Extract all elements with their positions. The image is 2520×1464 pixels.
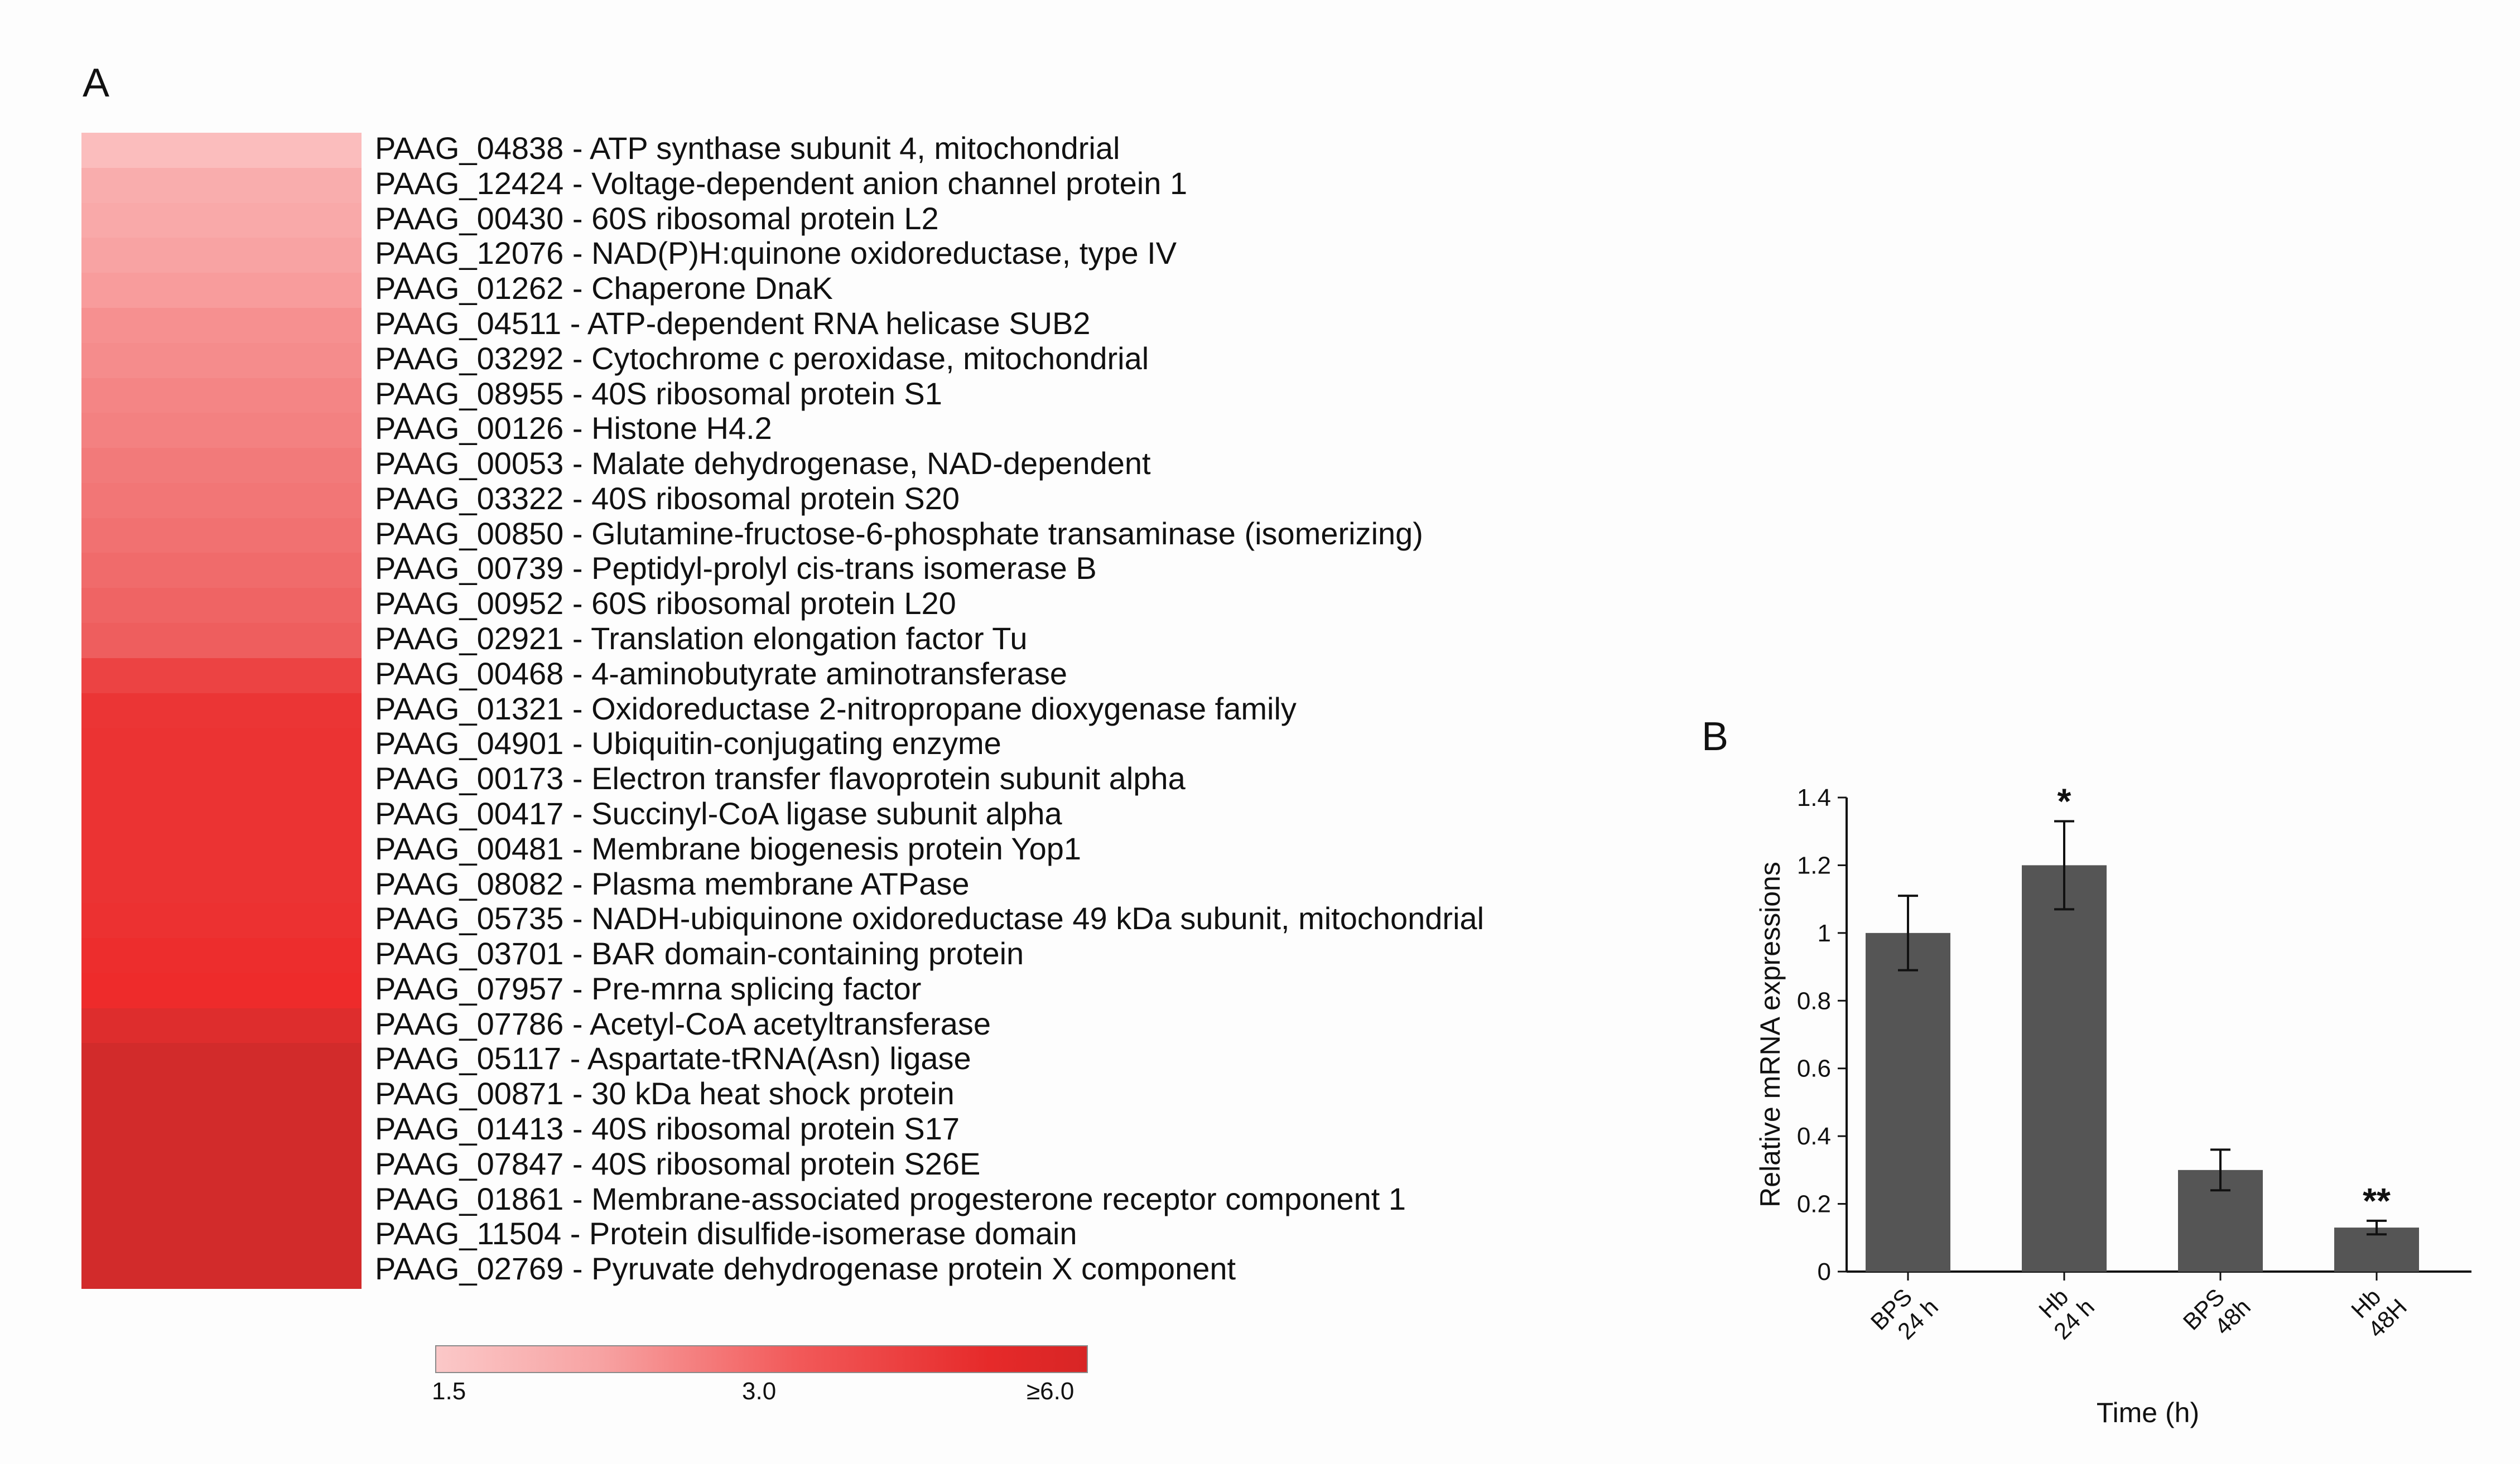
gene-label: PAAG_04901 - Ubiquitin-conjugating enzym… (375, 726, 1001, 761)
heatmap-cell (81, 133, 362, 168)
heatmap-cell (81, 342, 362, 379)
heatmap-cell (81, 903, 362, 939)
gene-label: PAAG_03701 - BAR domain-containing prote… (375, 936, 1024, 972)
y-axis-label: Relative mRNA expressions (1757, 862, 1786, 1207)
heatmap-cell (81, 1078, 362, 1114)
colorbar-tick-min: 1.5 (432, 1378, 466, 1405)
heatmap-cell (81, 553, 362, 588)
gene-label: PAAG_07847 - 40S ribosomal protein S26E (375, 1146, 981, 1181)
gene-label: PAAG_07957 - Pre-mrna splicing factor (375, 970, 922, 1006)
heatmap-cell (81, 1113, 362, 1149)
gene-label: PAAG_01413 - 40S ribosomal protein S17 (375, 1111, 960, 1147)
gene-label: PAAG_00430 - 60S ribosomal protein L2 (375, 200, 939, 236)
gene-label: PAAG_00871 - 30 kDa heat shock protein (375, 1076, 955, 1112)
gene-label: PAAG_00739 - Peptidyl-prolyl cis-trans i… (375, 550, 1097, 586)
heatmap-cell (81, 973, 362, 1009)
heatmap-cell (81, 1253, 362, 1289)
gene-label: PAAG_02921 - Translation elongation fact… (375, 621, 1028, 656)
bar (1866, 932, 1950, 1272)
gene-label: PAAG_11504 - Protein disulfide-isomerase… (375, 1216, 1077, 1252)
heatmap-cell (81, 1008, 362, 1044)
heatmap-cell (81, 588, 362, 624)
heatmap-cell (81, 273, 362, 308)
heatmap-cell (81, 518, 362, 554)
colorbar-gradient (435, 1345, 1088, 1373)
heatmap-cell (81, 728, 362, 764)
heatmap-cell (81, 448, 362, 484)
gene-label: PAAG_01861 - Membrane-associated progest… (375, 1181, 1406, 1216)
gene-label: PAAG_07786 - Acetyl-CoA acetyltransferas… (375, 1006, 991, 1041)
gene-label: PAAG_01321 - Oxidoreductase 2-nitropropa… (375, 690, 1297, 726)
x-tick-label: Hb24 h (2030, 1275, 2099, 1345)
bar (2022, 865, 2107, 1272)
colorbar-tick-max: ≥6.0 (1027, 1378, 1075, 1405)
heatmap-cell (81, 1218, 362, 1254)
gene-label: PAAG_12076 - NAD(P)H:quinone oxidoreduct… (375, 235, 1177, 271)
gene-label: PAAG_00850 - Glutamine-fructose-6-phosph… (375, 515, 1423, 551)
heatmap-cell (81, 1183, 362, 1219)
heatmap-cell (81, 202, 362, 238)
panel-label-a: A (83, 61, 110, 105)
gene-label: PAAG_05117 - Aspartate-tRNA(Asn) ligase (375, 1041, 971, 1076)
heatmap-cell (81, 833, 362, 869)
gene-label: PAAG_08955 - 40S ribosomal protein S1 (375, 375, 942, 411)
heatmap-cell (81, 623, 362, 659)
y-tick-label: 1 (1818, 920, 1831, 947)
heatmap-cell (81, 238, 362, 273)
heatmap-cell (81, 763, 362, 799)
y-tick-label: 0.4 (1797, 1123, 1831, 1150)
gene-label: PAAG_01262 - Chaperone DnaK (375, 270, 833, 306)
gene-label: PAAG_08082 - Plasma membrane ATPase (375, 866, 970, 901)
colorbar-tick-mid: 3.0 (742, 1378, 777, 1405)
y-tick-label: 0.8 (1797, 987, 1831, 1014)
gene-label: PAAG_05735 - NADH-ubiquinone oxidoreduct… (375, 901, 1485, 936)
gene-label: PAAG_00126 - Histone H4.2 (375, 410, 772, 446)
heatmap-cell (81, 658, 362, 694)
gene-label: PAAG_03292 - Cytochrome c peroxidase, mi… (375, 340, 1149, 376)
x-tick-label: BPS24 h (1866, 1275, 1943, 1353)
x-axis-label: Time (h) (2097, 1397, 2199, 1428)
gene-label: PAAG_00468 - 4-aminobutyrate aminotransf… (375, 655, 1067, 691)
gene-label: PAAG_00952 - 60S ribosomal protein L20 (375, 586, 956, 621)
gene-label: PAAG_00417 - Succinyl-CoA ligase subunit… (375, 795, 1062, 831)
x-tick-label: Hb48H (2345, 1275, 2412, 1342)
heatmap-cell (81, 167, 362, 204)
gene-label: PAAG_04511 - ATP-dependent RNA helicase … (375, 305, 1091, 341)
heatmap-cell (81, 378, 362, 413)
gene-label: PAAG_03322 - 40S ribosomal protein S20 (375, 480, 960, 516)
y-tick-label: 0 (1818, 1258, 1831, 1286)
y-tick-label: 1.2 (1797, 852, 1831, 879)
significance-marker: * (2058, 781, 2071, 822)
heatmap-cell (81, 798, 362, 834)
heatmap-cell (81, 482, 362, 519)
gene-label: PAAG_02769 - Pyruvate dehydrogenase prot… (375, 1251, 1236, 1287)
heatmap-cell (81, 1148, 362, 1184)
gene-label: PAAG_12424 - Voltage-dependent anion cha… (375, 165, 1188, 201)
heatmap-cell (81, 868, 362, 903)
heatmap-cell (81, 938, 362, 974)
heatmap-cell (81, 1043, 362, 1079)
gene-label: PAAG_00173 - Electron transfer flavoprot… (375, 761, 1186, 796)
panel-label-b: B (1702, 714, 1729, 759)
gene-label-list: PAAG_04838 - ATP synthase subunit 4, mit… (375, 131, 1658, 1288)
heatmap-cell (81, 307, 362, 344)
gene-label: PAAG_00481 - Membrane biogenesis protein… (375, 830, 1082, 866)
y-tick-label: 0.6 (1797, 1055, 1831, 1083)
y-tick-label: 0.2 (1797, 1191, 1831, 1218)
colorbar-legend: 1.5 3.0 ≥6.0 (432, 1345, 1093, 1412)
gene-label: PAAG_00053 - Malate dehydrogenase, NAD-d… (375, 446, 1151, 481)
x-tick-label: BPS48h (2178, 1275, 2256, 1353)
significance-marker: ** (2363, 1181, 2391, 1221)
bar-chart: 0 0.2 0.4 0.6 0.8 1 1.2 1.4 Relative mRNA expres… (1757, 781, 2471, 1428)
y-tick-label: 1.4 (1797, 784, 1831, 811)
heatmap-cell (81, 413, 362, 448)
gene-label: PAAG_04838 - ATP synthase subunit 4, mit… (375, 131, 1120, 166)
heatmap-column (81, 133, 362, 1289)
heatmap-cell (81, 693, 362, 728)
